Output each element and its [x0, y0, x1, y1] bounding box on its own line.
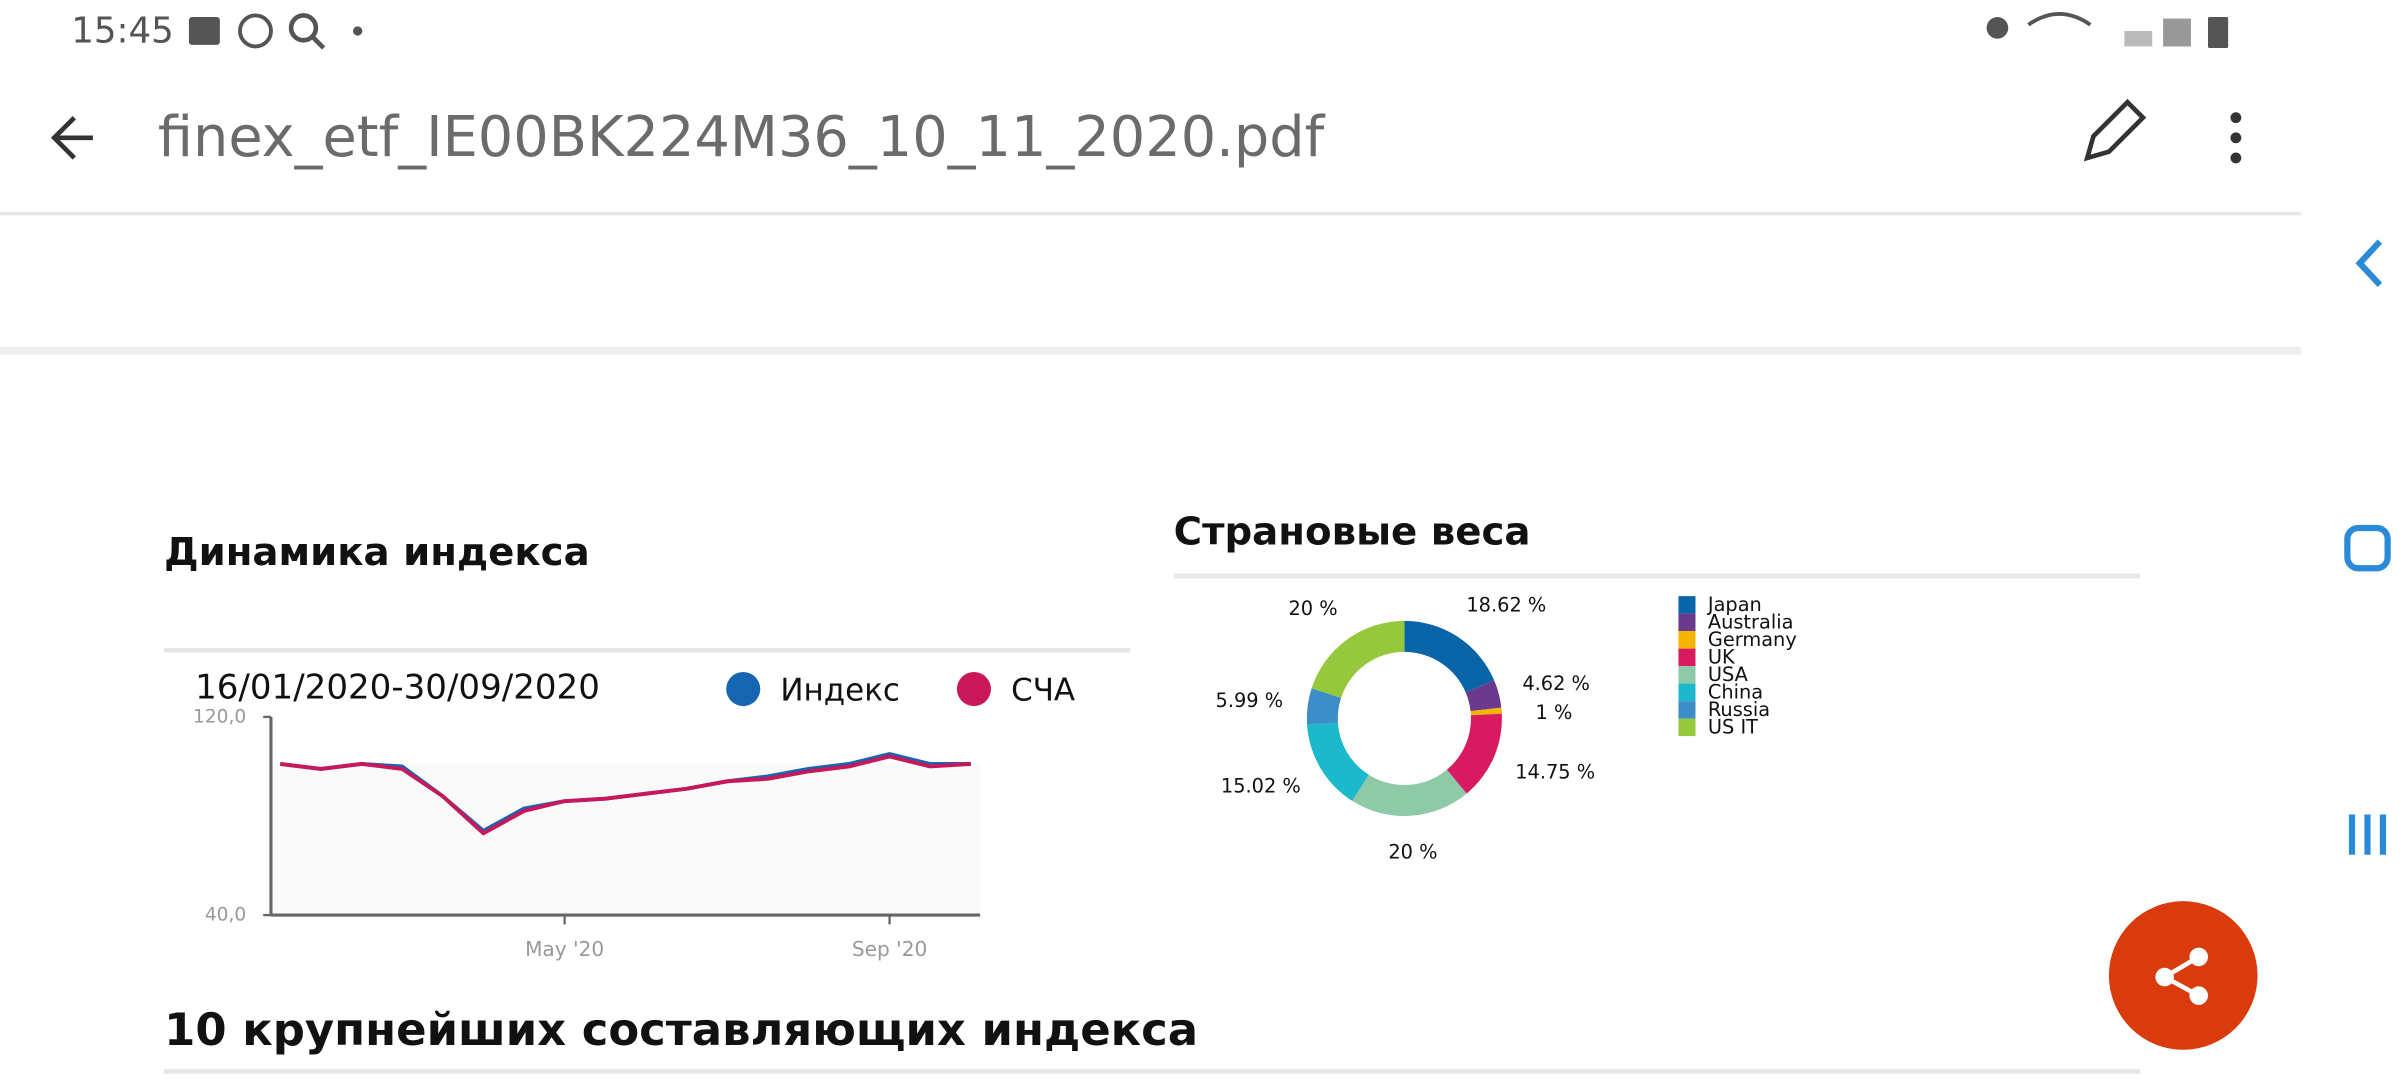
x-tick-label: Sep '20 [852, 937, 927, 961]
legend-swatch [1678, 648, 1696, 667]
data-label: 20 % [1288, 597, 1337, 620]
legend-label: Russia [1708, 698, 1770, 721]
legend-swatch [1678, 613, 1696, 632]
x-tick-label: May '20 [525, 937, 604, 961]
legend-label: Australia [1708, 610, 1794, 633]
legend-swatch [1678, 718, 1696, 737]
donut-segment [1311, 620, 1405, 698]
legend-swatch [1678, 631, 1696, 649]
edit-button[interactable] [2083, 98, 2147, 162]
share-button[interactable] [2108, 901, 2258, 1050]
donut-segment [1352, 769, 1467, 817]
data-label: 5.99 % [1216, 689, 1284, 712]
data-label: 20 % [1388, 840, 1437, 863]
legend-swatch [1678, 683, 1696, 702]
page-gap [0, 346, 2301, 355]
data-label: 4.62 % [1522, 672, 1590, 695]
y-tick-label: 120,0 [193, 706, 246, 727]
nav-home[interactable] [2344, 524, 2391, 572]
donut-segment [1465, 680, 1502, 712]
chart-title: Динамика индекса [164, 530, 590, 575]
legend-swatch [1678, 666, 1696, 684]
document-title: finex_etf_IE00BK224M36_10_11_2020.pdf [158, 105, 1326, 170]
chart-title: Страновые веса [1174, 510, 1531, 555]
legend-label: USA [1708, 663, 1749, 686]
legend-label: UK [1708, 645, 1736, 668]
donut-segment [1306, 688, 1342, 725]
donut-segment [1470, 707, 1502, 716]
data-label: 14.75 % [1515, 760, 1595, 783]
status-icons [188, 12, 2229, 50]
series-line [280, 754, 971, 836]
legend-marker [726, 672, 761, 707]
plot-area [270, 763, 981, 916]
nav-back[interactable] [2355, 239, 2383, 288]
legend-marker [956, 672, 991, 707]
legend-swatch [1678, 701, 1696, 719]
legend-label: Индекс [780, 673, 900, 709]
legend-label: Germany [1708, 628, 1797, 651]
data-label: 1 % [1536, 701, 1573, 724]
back-button[interactable] [50, 116, 93, 160]
donut-segment [1446, 713, 1502, 794]
section-heading: 10 крупнейших составляющих индекса [164, 1003, 1198, 1056]
legend-swatch [1678, 596, 1696, 614]
legend-label: China [1708, 680, 1763, 703]
legend-label: Japan [1707, 593, 1762, 616]
status-time: 15:45 [71, 11, 174, 52]
legend-label: СЧА [1011, 673, 1075, 709]
chart-subtitle: 16/01/2020-30/09/2020 [195, 668, 600, 708]
data-label: 18.62 % [1466, 594, 1546, 617]
more-button[interactable] [2230, 112, 2242, 164]
nav-recent[interactable] [2348, 814, 2387, 855]
donut-segment [1307, 722, 1369, 801]
data-label: 15.02 % [1221, 775, 1301, 798]
donut-segment [1404, 620, 1495, 693]
legend-label: US IT [1708, 715, 1758, 738]
y-tick-label: 40,0 [205, 905, 246, 926]
